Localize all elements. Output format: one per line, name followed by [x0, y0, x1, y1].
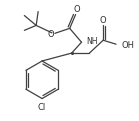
Text: NH: NH [86, 37, 98, 46]
Text: O: O [48, 30, 54, 39]
Text: OH: OH [122, 41, 135, 50]
Text: Cl: Cl [38, 103, 46, 112]
Text: O: O [73, 5, 80, 14]
Text: O: O [100, 16, 106, 25]
